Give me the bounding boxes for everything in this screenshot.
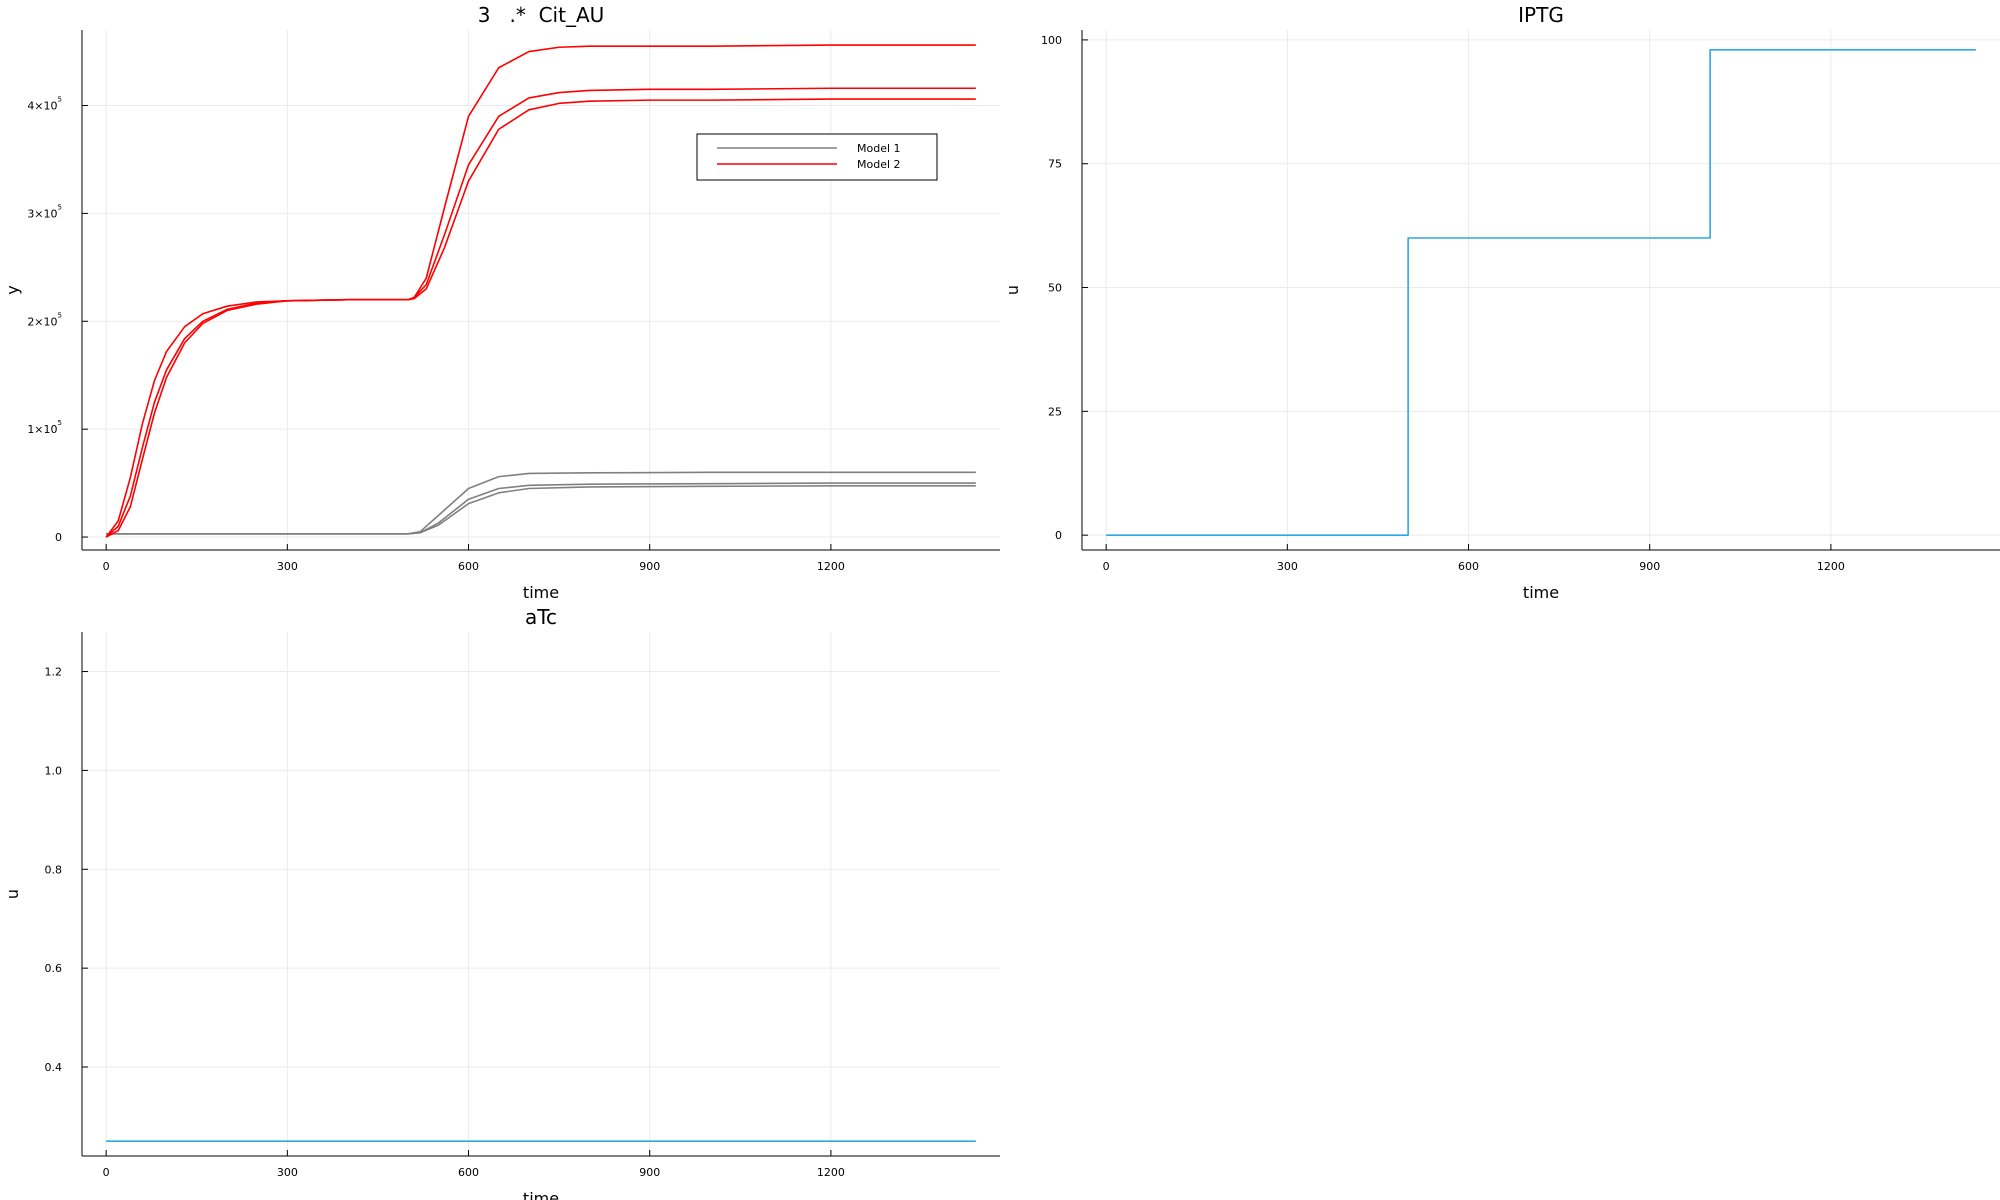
iptg-chart-title: IPTG (1518, 3, 1564, 27)
cit-y-tick-label: 2×105 (27, 311, 62, 328)
atc-x-tick-label: 300 (277, 1166, 298, 1179)
atc-x-tick-label: 600 (458, 1166, 479, 1179)
atc-y-tick-label: 1.2 (45, 666, 63, 679)
iptg-y-tick-label: 25 (1048, 405, 1062, 418)
iptg-y-tick-label: 50 (1048, 282, 1062, 295)
cit-y-tick-base: 1×10 (27, 423, 57, 436)
cit-x-tick-label: 1200 (817, 560, 845, 573)
iptg-y-tick-label: 75 (1048, 158, 1062, 171)
cit-model-1-line-2 (106, 485, 976, 535)
iptg-subplot: 0 300 600 900 1200 0 25 50 75 100 IPTG time u (1003, 3, 2000, 602)
iptg-series-line-0 (1106, 49, 1976, 536)
iptg-y-axis-label: u (1003, 285, 1022, 295)
cit-chart-title: 3 .* Cit_AU (478, 3, 605, 27)
cit-y-tick-exponent: 5 (58, 96, 62, 104)
atc-y-tick-label: 0.4 (45, 1061, 63, 1074)
cit-x-tick-label: 0 (103, 560, 110, 573)
iptg-x-tick-label: 900 (1639, 560, 1660, 573)
atc-y-axis-label: u (3, 889, 22, 899)
iptg-x-axis-label: time (1523, 583, 1559, 602)
cit-y-tick-label: 0 (55, 531, 62, 544)
iptg-y-tick-label: 0 (1055, 529, 1062, 542)
atc-x-tick-label: 1200 (817, 1166, 845, 1179)
atc-x-tick-label: 900 (639, 1166, 660, 1179)
cit-legend-label: Model 2 (857, 158, 901, 171)
cit-y-tick-label: 4×105 (27, 96, 62, 113)
cit-y-tick-base: 2×10 (27, 315, 57, 328)
cit-y-tick-base: 4×10 (27, 100, 57, 113)
cit-y-tick-exponent: 5 (58, 203, 62, 211)
cit-y-tick-exponent: 5 (58, 419, 62, 427)
atc-subplot: 0 300 600 900 1200 0.4 0.6 0.8 1.0 1.2 aTc time u (3, 605, 1000, 1200)
cit-x-axis-label: time (523, 583, 559, 602)
atc-y-tick-label: 1.0 (45, 764, 63, 777)
cit-y-tick-base: 0 (55, 531, 62, 544)
cit-y-tick-label: 1×105 (27, 419, 62, 436)
cit-x-tick-label: 600 (458, 560, 479, 573)
cit-legend-box (696, 133, 938, 181)
atc-chart-title: aTc (525, 605, 557, 629)
cit-y-axis-label: y (3, 285, 22, 294)
cit-y-tick-base: 3×10 (27, 207, 57, 220)
atc-x-tick-label: 0 (103, 1166, 110, 1179)
iptg-x-tick-label: 0 (1103, 560, 1110, 573)
iptg-x-tick-label: 1200 (1817, 560, 1845, 573)
cit-x-tick-label: 900 (639, 560, 660, 573)
cit-y-tick-exponent: 5 (58, 311, 62, 319)
atc-y-tick-label: 0.8 (45, 863, 63, 876)
cit-legend: Model 1 Model 2 (696, 133, 938, 181)
cit-y-tick-label: 3×105 (27, 203, 62, 220)
cit-model-2-line-5 (105, 98, 976, 538)
iptg-x-tick-label: 300 (1277, 560, 1298, 573)
iptg-y-tick-label: 100 (1041, 34, 1062, 47)
iptg-series-group (1106, 49, 1976, 536)
cit-legend-label: Model 1 (857, 142, 901, 155)
atc-y-tick-label: 0.6 (45, 962, 63, 975)
iptg-x-tick-label: 600 (1458, 560, 1479, 573)
atc-x-axis-label: time (523, 1189, 559, 1200)
cit-series-group (105, 44, 976, 538)
cit-x-tick-label: 300 (277, 560, 298, 573)
